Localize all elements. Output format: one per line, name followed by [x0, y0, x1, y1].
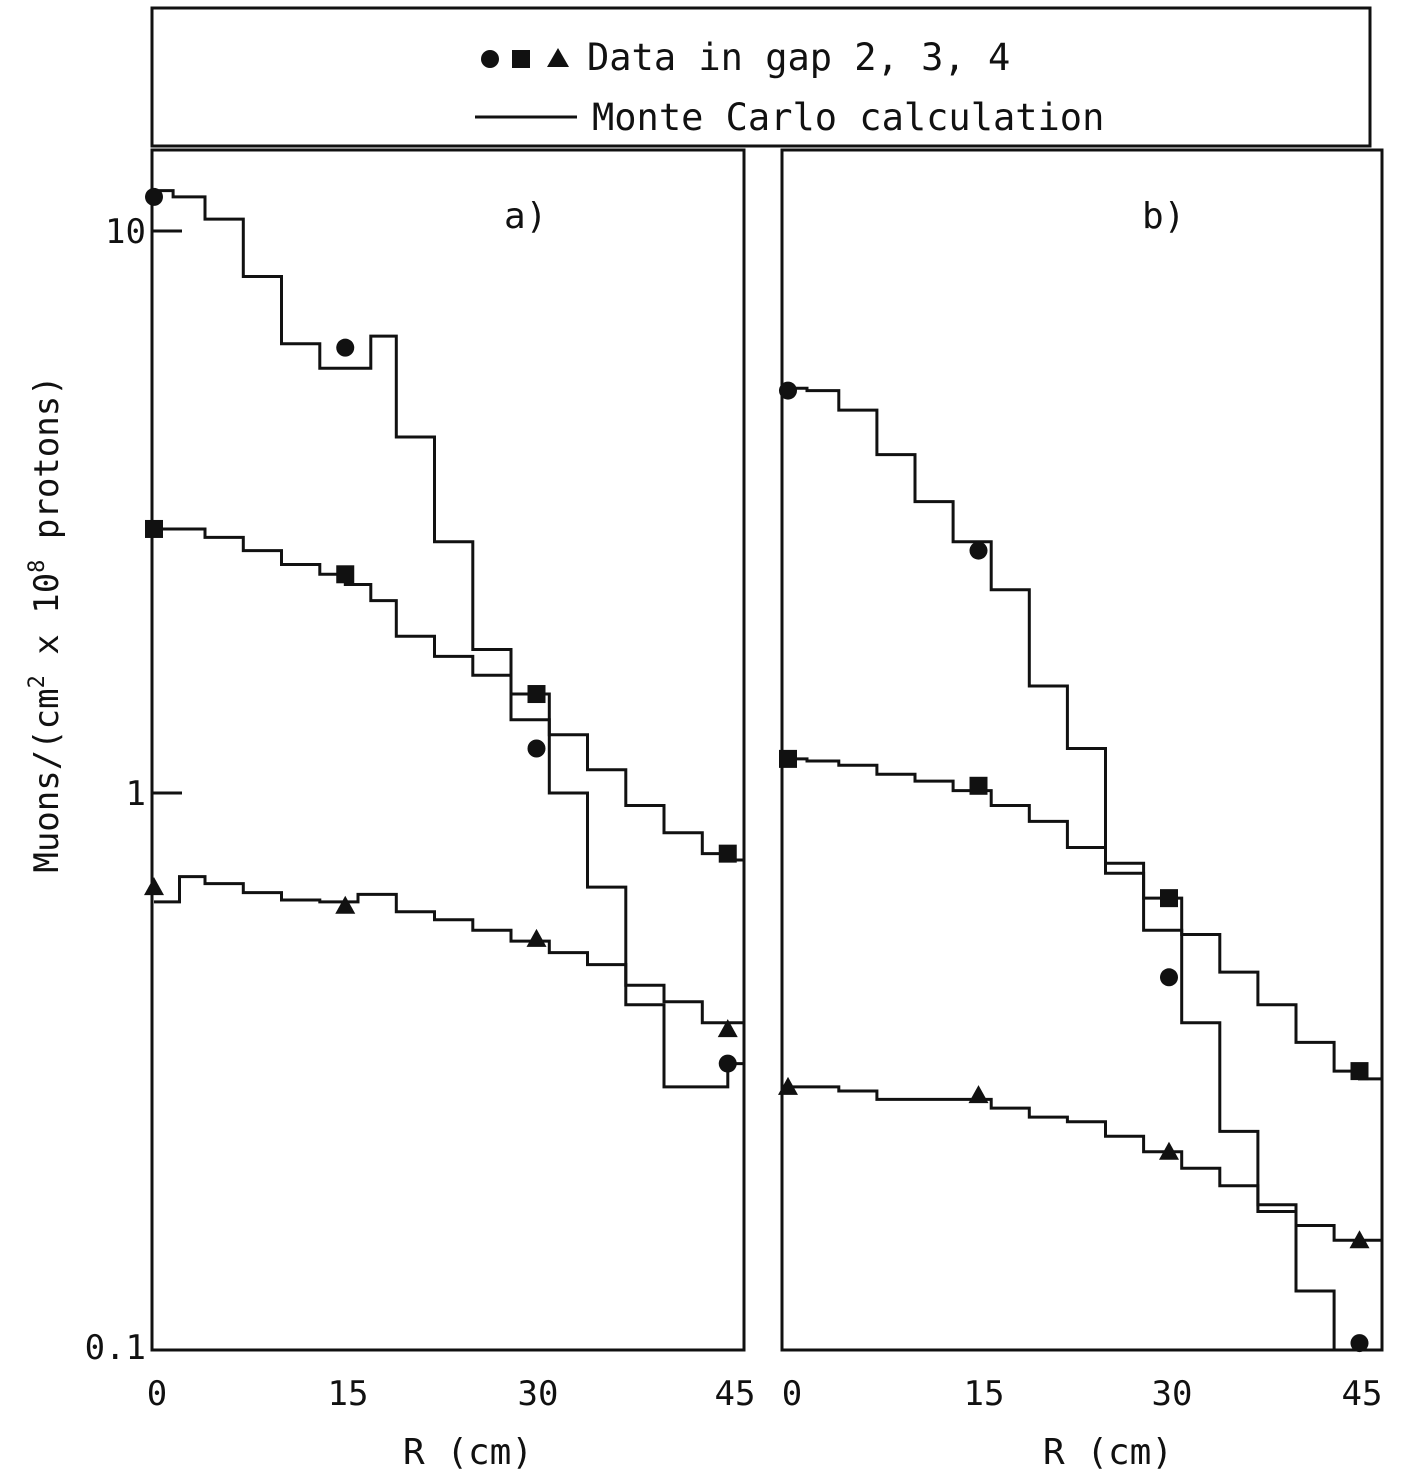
panel-a-label: a)	[504, 196, 547, 237]
x-tick-label-0: 0	[782, 1374, 802, 1414]
mc-histogram-b-1	[788, 386, 1382, 1352]
y-axis-label-sup2: 2	[25, 675, 50, 688]
x-tick-label-0: 0	[147, 1374, 167, 1414]
y-tick-label-1: 1	[126, 774, 146, 814]
data-point-circle-b	[1160, 968, 1178, 987]
data-point-triangle-a	[717, 1019, 738, 1038]
data-point-square-a	[718, 844, 737, 863]
panel-a: a) 10 1 0.1 0 15 30 45 R (cm)	[85, 148, 756, 1473]
legend-circle-marker	[481, 50, 499, 68]
legend-triangle-marker	[547, 48, 569, 67]
panel-a-x-ticks: 0 15 30 45	[147, 1374, 756, 1414]
legend-frame	[150, 6, 1372, 148]
mc-histogram-a-3	[154, 875, 744, 1025]
y-axis-label-main: Muons/(cm	[27, 688, 67, 872]
x-tick-label-15: 15	[964, 1374, 1005, 1414]
data-point-triangle-a	[144, 877, 164, 896]
legend-data-label: Data in gap 2, 3, 4	[587, 36, 1010, 79]
panel-a-x-axis-label: R (cm)	[403, 1432, 533, 1473]
panel-b-plot-area	[778, 381, 1382, 1353]
data-point-circle-a	[527, 739, 546, 758]
panel-b-x-ticks: 0 15 30 45	[782, 1374, 1383, 1414]
data-point-circle-a	[145, 187, 163, 206]
panel-b-x-axis-label: R (cm)	[1043, 1432, 1173, 1473]
x-tick-label-30: 30	[1152, 1374, 1193, 1414]
y-axis-label-sup8: 8	[25, 560, 50, 573]
data-point-triangle-b	[1349, 1230, 1370, 1249]
y-axis-label-tail: protons)	[27, 375, 67, 559]
panel-a-frame	[150, 148, 746, 1352]
panel-b: b) 0 15 30 45 R (cm)	[778, 148, 1384, 1473]
mc-histogram-a-1	[154, 189, 744, 1089]
data-point-triangle-a	[526, 928, 547, 947]
data-point-triangle-b	[1159, 1141, 1179, 1160]
y-tick-label-0.1: 0.1	[85, 1328, 146, 1368]
data-point-square-b	[779, 749, 797, 768]
panel-a-y-ticks: 10 1 0.1	[85, 212, 182, 1368]
x-tick-label-15: 15	[328, 1374, 369, 1414]
panel-a-plot-area	[144, 187, 744, 1089]
data-point-square-b	[1350, 1062, 1369, 1081]
y-axis-label-mid: x 10	[27, 573, 67, 675]
data-point-circle-b	[969, 541, 988, 560]
data-point-square-a	[527, 685, 546, 704]
data-point-circle-b	[1350, 1334, 1369, 1353]
data-point-triangle-b	[968, 1085, 989, 1104]
y-axis-label: Muons/(cm2 x 108 protons)	[25, 375, 67, 872]
y-tick-label-10: 10	[105, 212, 146, 252]
x-tick-label-30: 30	[518, 1374, 559, 1414]
data-point-square-b	[969, 776, 988, 795]
data-point-circle-a	[718, 1054, 737, 1073]
data-point-triangle-a	[335, 895, 356, 914]
data-point-square-b	[1160, 889, 1178, 908]
mc-histogram-b-2	[788, 757, 1382, 1081]
legend-mc-label: Monte Carlo calculation	[592, 96, 1104, 139]
data-point-circle-a	[336, 338, 355, 357]
mc-histogram-b-3	[788, 1085, 1382, 1242]
data-point-square-a	[336, 565, 355, 584]
data-point-square-a	[145, 519, 163, 538]
legend-square-marker	[512, 50, 530, 68]
panel-b-label: b)	[1142, 196, 1185, 237]
data-point-circle-b	[779, 381, 797, 400]
legend: Data in gap 2, 3, 4 Monte Carlo calculat…	[150, 6, 1372, 148]
mc-histogram-a-2	[154, 527, 744, 862]
x-tick-label-45: 45	[1342, 1374, 1383, 1414]
x-tick-label-45: 45	[715, 1374, 756, 1414]
data-point-triangle-b	[778, 1076, 798, 1095]
